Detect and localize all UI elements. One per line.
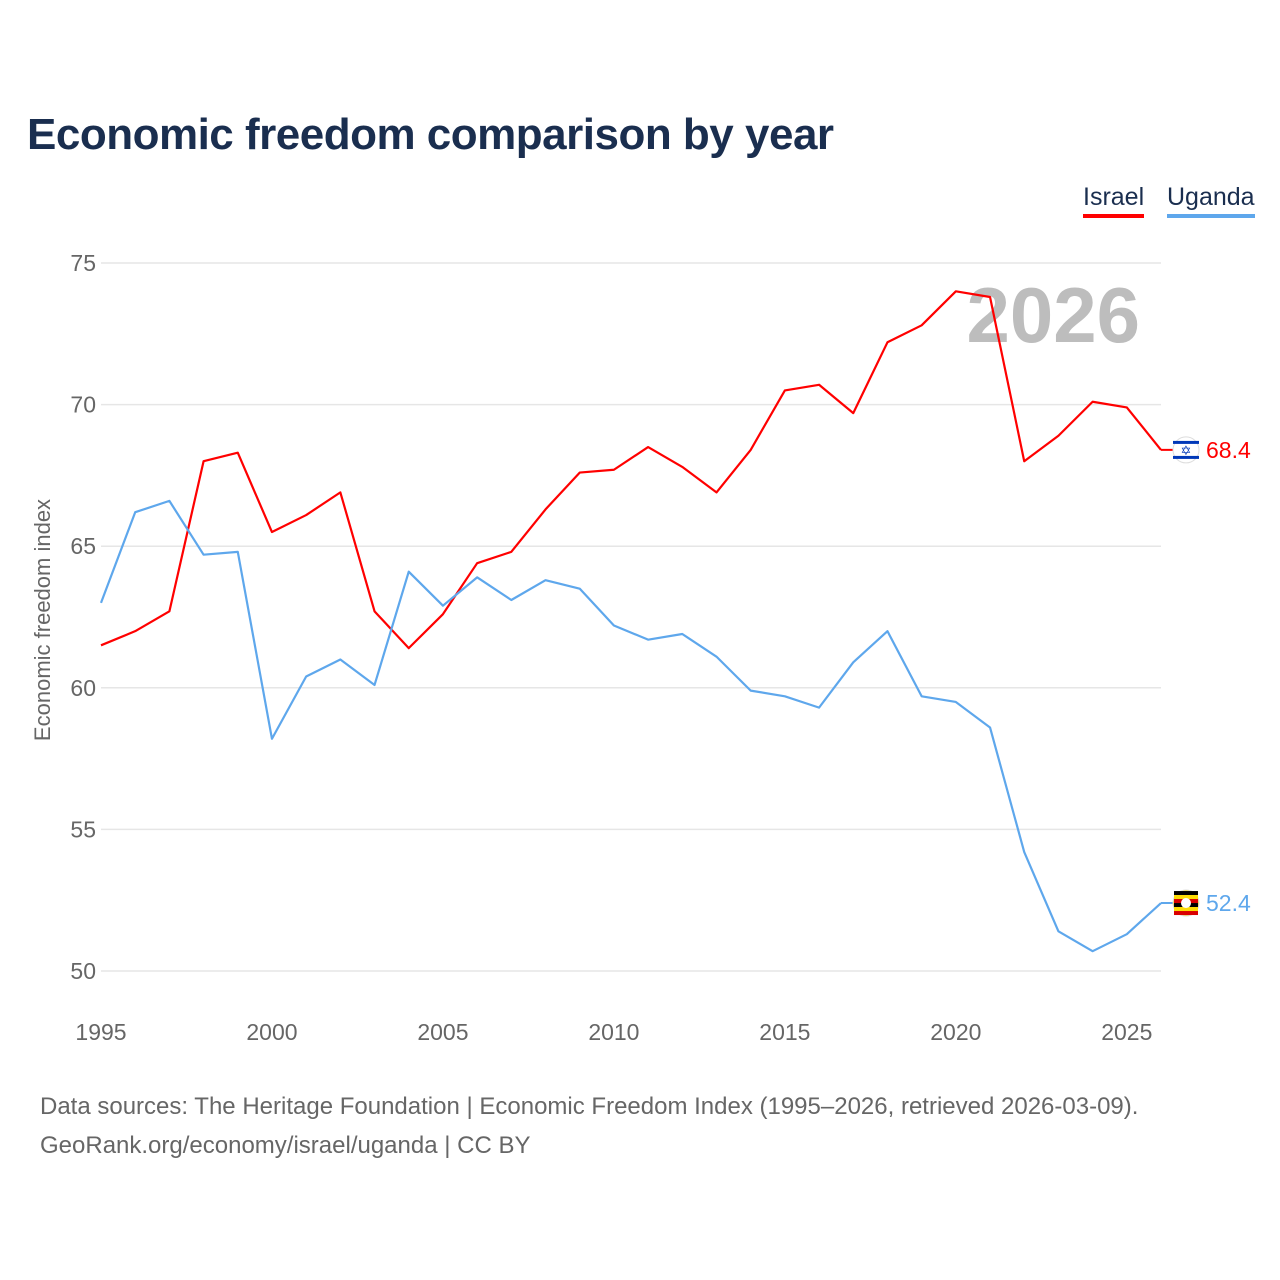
x-tick-label: 2020 [930, 1019, 981, 1045]
source-link[interactable]: GeoRank.org/economy/israel/uganda | CC B… [40, 1132, 531, 1159]
flag-stripe [1174, 907, 1198, 912]
x-tick-label: 2000 [246, 1019, 297, 1045]
flag-stripe [1173, 455, 1199, 459]
y-tick-label: 60 [70, 675, 96, 701]
y-tick-label: 70 [70, 392, 96, 418]
x-tick-label: 2005 [417, 1019, 468, 1045]
line-chart: 50 55 60 65 70 75 1995 2000 2005 2010 2015 2020 2025… [30, 250, 1251, 1045]
flag-emblem [1181, 898, 1191, 909]
legend-israel[interactable]: Israel [1083, 183, 1145, 218]
chart-title: Economic freedom comparison by year [27, 110, 834, 159]
y-tick-label: 50 [70, 958, 96, 984]
end-value-label: 68.4 [1206, 437, 1251, 463]
x-tick-label: 2010 [588, 1019, 639, 1045]
y-axis-label: Economic freedom index [30, 499, 55, 741]
star-of-david-icon: ✡ [1181, 443, 1192, 458]
flag-stripe [1174, 895, 1198, 900]
y-tick-label: 75 [70, 250, 96, 276]
x-tick-label: 1995 [75, 1019, 126, 1045]
year-watermark: 2026 [966, 271, 1140, 359]
end-value-label: 52.4 [1206, 890, 1251, 916]
y-tick-label: 55 [70, 816, 96, 842]
series-line-israel [100, 290, 1162, 650]
flag-stripe [1174, 911, 1198, 916]
flag-stripe [1174, 891, 1198, 896]
data-source: Data sources: The Heritage Foundation | … [40, 1093, 1139, 1120]
flag-stripe [1173, 440, 1199, 444]
legend-uganda[interactable]: Uganda [1167, 183, 1255, 218]
x-tick-label: 2025 [1101, 1019, 1152, 1045]
series-line-uganda [99, 499, 1162, 953]
x-tick-label: 2015 [759, 1019, 810, 1045]
y-tick-label: 65 [70, 533, 96, 559]
footer: Data sources: The Heritage Foundation | … [40, 1087, 1138, 1165]
